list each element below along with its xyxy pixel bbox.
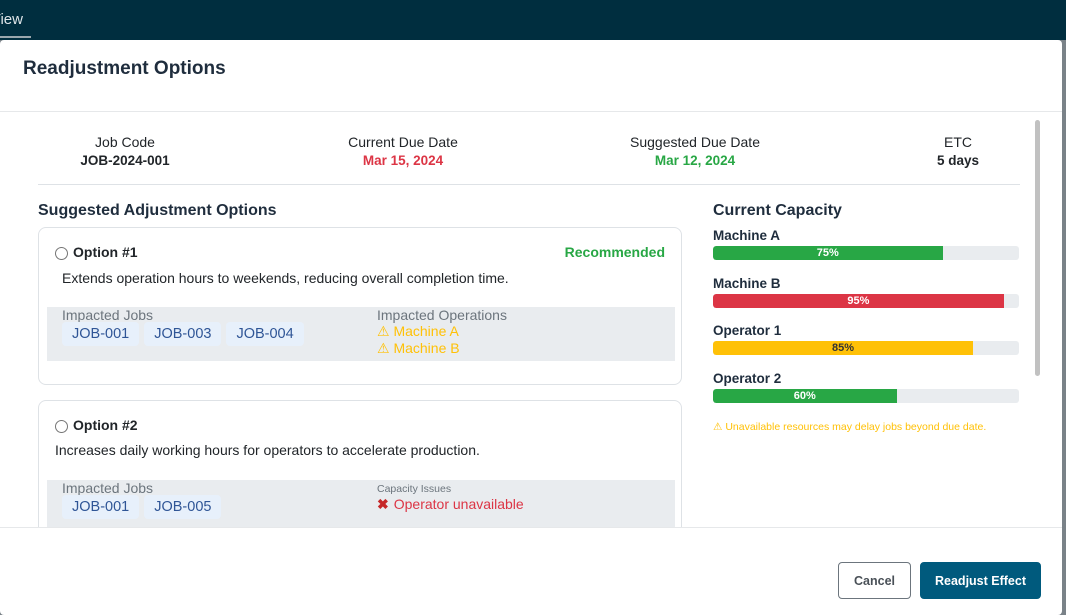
readjust-effect-button[interactable]: Readjust Effect: [920, 562, 1041, 599]
tab-view[interactable]: n View: [0, 0, 31, 38]
scrollbar[interactable]: [1035, 120, 1040, 376]
resource-name: Machine B: [713, 275, 781, 291]
top-nav: n View: [0, 0, 1066, 40]
capacity-issue: Operator unavailable: [393, 496, 524, 512]
job-chip[interactable]: JOB-001: [62, 322, 140, 346]
option-description: Increases daily working hours for operat…: [55, 442, 480, 458]
label: Job Code: [95, 134, 155, 150]
impacted-jobs-label: Impacted Jobs: [62, 307, 154, 323]
capacity-warning: ⚠ Unavailable resources may delay jobs b…: [713, 421, 987, 433]
cancel-button[interactable]: Cancel: [838, 562, 911, 599]
modal-footer: Cancel Readjust Effect: [0, 527, 1062, 615]
option-2-radio[interactable]: Option #2: [55, 417, 138, 433]
impacted-operations: Impacted Operations ⚠ Machine A ⚠ Machin…: [377, 307, 507, 357]
impact-panel: Impacted Jobs JOB-001 JOB-005 Capacity I…: [47, 480, 675, 527]
capacity-item: Machine A 75%: [713, 228, 1019, 260]
etc: ETC 5 days: [928, 134, 988, 168]
radio-icon[interactable]: [55, 420, 68, 433]
job-chip[interactable]: JOB-001: [62, 495, 140, 519]
impacted-jobs-label: Impacted Jobs: [62, 480, 154, 496]
capacity-issues: Capacity Issues ✖ Operator unavailable: [377, 480, 524, 513]
capacity-bar: 75%: [713, 246, 1019, 260]
cross-icon: ✖: [377, 496, 389, 512]
capacity-fill: 85%: [713, 341, 974, 355]
resource-name: Machine A: [713, 228, 781, 243]
job-chip[interactable]: JOB-005: [144, 495, 222, 519]
operation-warning: ⚠ Machine A: [377, 323, 459, 339]
capacity-bar: 85%: [713, 341, 1019, 355]
option-card-2[interactable]: Option #2 Increases daily working hours …: [38, 400, 682, 527]
suggested-due-date: Suggested Due Date Mar 12, 2024: [620, 134, 770, 168]
options-heading: Suggested Adjustment Options: [38, 202, 277, 219]
readjustment-modal: Readjustment Options Job Code JOB-2024-00…: [0, 40, 1062, 615]
modal-title: Readjustment Options: [23, 58, 226, 79]
value: Mar 12, 2024: [654, 153, 736, 168]
capacity-bar: 95%: [713, 293, 1019, 308]
radio-icon[interactable]: [55, 247, 68, 260]
capacity-bar: 60%: [713, 388, 1019, 403]
option-title: Option #2: [73, 417, 138, 433]
option-title: Option #1: [73, 244, 138, 260]
value: JOB-2024-001: [80, 153, 170, 168]
recommended-badge: Recommended: [564, 244, 665, 260]
operation-warning: ⚠ Machine B: [377, 340, 460, 356]
value: Mar 15, 2024: [362, 153, 444, 168]
job-summary: Job Code JOB-2024-001 Current Due Date Mar…: [38, 134, 1020, 185]
capacity-fill: 75%: [713, 246, 943, 260]
label: Suggested Due Date: [630, 134, 760, 150]
capacity-item: Operator 2 60%: [713, 371, 1019, 403]
impact-panel: Impacted Jobs JOB-001 JOB-003 JOB-004 Im…: [47, 307, 675, 361]
capacity-fill: 60%: [713, 388, 897, 403]
capacity-issues-label: Capacity Issues: [377, 483, 452, 495]
label: Current Due Date: [348, 134, 458, 150]
job-code: Job Code JOB-2024-001: [80, 134, 170, 168]
capacity-item: Machine B 95%: [713, 276, 1019, 308]
tab-label: n View: [0, 11, 23, 28]
modal-body: Job Code JOB-2024-001 Current Due Date Mar…: [0, 113, 1062, 527]
capacity-fill: 95%: [713, 293, 1004, 308]
option-description: Extends operation hours to weekends, red…: [62, 270, 509, 286]
resource-name: Operator 2: [713, 370, 782, 386]
value: 5 days: [936, 153, 980, 168]
job-chip[interactable]: JOB-003: [144, 322, 222, 346]
current-due-date: Current Due Date Mar 15, 2024: [328, 134, 478, 168]
label: ETC: [944, 134, 972, 150]
capacity-item: Operator 1 85%: [713, 323, 1019, 355]
capacity-heading: Current Capacity: [713, 202, 842, 219]
job-chip[interactable]: JOB-004: [226, 322, 304, 346]
option-card-1[interactable]: Option #1 Recommended Extends operation …: [38, 227, 682, 385]
resource-name: Operator 1: [713, 323, 782, 338]
job-chips: JOB-001 JOB-005: [62, 495, 222, 519]
job-chips: JOB-001 JOB-003 JOB-004: [62, 322, 304, 346]
option-1-radio[interactable]: Option #1: [55, 244, 138, 260]
modal-header: Readjustment Options: [0, 40, 1062, 112]
impacted-operations-label: Impacted Operations: [377, 307, 507, 323]
